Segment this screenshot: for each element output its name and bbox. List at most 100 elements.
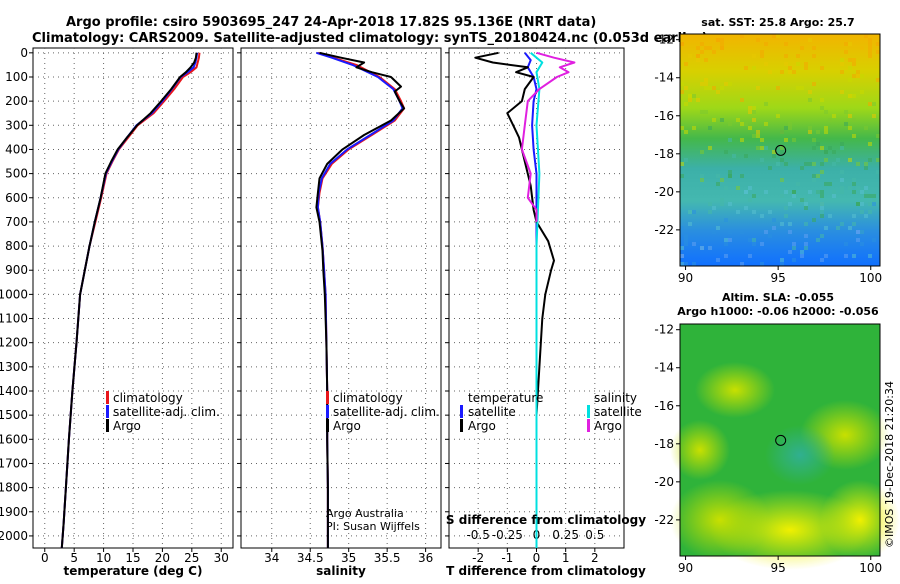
sla-map-title-line-2: Argo h1000: -0.06 h2000: -0.056 <box>677 305 879 318</box>
sst-pixel <box>788 190 792 194</box>
s-diff-tick-label: -0.5 <box>466 528 489 542</box>
sst-pixel <box>840 178 844 182</box>
sst-pixel <box>784 138 788 142</box>
sst-pixel <box>792 138 796 142</box>
series-line-climatology <box>60 52 201 548</box>
sst-pixel <box>876 78 880 82</box>
s-diff-tick-label: -0.25 <box>492 528 523 542</box>
sst-pixel <box>752 66 756 70</box>
sst-pixel <box>824 226 828 230</box>
sst-pixel <box>724 150 728 154</box>
map-lat-tick-label: -20 <box>654 185 674 199</box>
depth-tick-label: 0 <box>20 46 28 60</box>
sst-pixel <box>872 238 876 242</box>
sst-pixel <box>872 202 876 206</box>
sst-pixel <box>864 126 868 130</box>
sst-pixel <box>852 178 856 182</box>
legend-swatch-argo <box>326 419 329 432</box>
map-lon-tick-label: 95 <box>771 271 786 285</box>
sst-pixel <box>820 202 824 206</box>
sst-pixel <box>716 174 720 178</box>
sst-pixel <box>804 234 808 238</box>
sst-pixel <box>820 206 824 210</box>
sst-pixel <box>728 202 732 206</box>
sst-pixel <box>728 174 732 178</box>
legend-label-s-satellite: satellite <box>594 405 642 419</box>
map-lat-tick-label: -18 <box>654 147 674 161</box>
sst-pixel <box>764 102 768 106</box>
sst-pixel <box>784 42 788 46</box>
sst-pixel <box>720 86 724 90</box>
sst-pixel <box>680 42 684 46</box>
sst-pixel <box>684 158 688 162</box>
sst-pixel <box>860 230 864 234</box>
sst-pixel <box>844 122 848 126</box>
sst-pixel <box>704 78 708 82</box>
x-tick-label: 20 <box>155 551 170 565</box>
sst-pixel <box>840 222 844 226</box>
x-tick-label: 10 <box>96 551 111 565</box>
salinity-difference-axis-label: S difference from climatology <box>446 513 646 527</box>
sst-pixel <box>764 42 768 46</box>
sst-pixel <box>680 254 684 258</box>
sst-pixel <box>856 202 860 206</box>
sst-pixel <box>820 162 824 166</box>
sst-pixel <box>816 238 820 242</box>
map-lon-tick-label: 90 <box>678 271 693 285</box>
sst-pixel <box>752 210 756 214</box>
sst-pixel <box>828 182 832 186</box>
sst-pixel <box>684 242 688 246</box>
temperature-legend: climatology satellite-adj. clim. Argo <box>106 391 220 433</box>
depth-tick-label: 1200 <box>0 336 28 350</box>
sst-pixel <box>712 50 716 54</box>
sst-pixel <box>720 42 724 46</box>
sst-pixel <box>780 262 784 266</box>
sst-pixel <box>804 198 808 202</box>
sst-pixel <box>708 46 712 50</box>
series-line-argo <box>474 51 555 548</box>
depth-tick-label: 1400 <box>0 384 28 398</box>
sst-pixel <box>808 90 812 94</box>
sst-pixel <box>868 158 872 162</box>
sst-pixel <box>704 46 708 50</box>
sst-pixel <box>864 194 868 198</box>
sst-pixel <box>840 142 844 146</box>
temperature-difference-axis-label: T difference from climatology <box>446 564 646 578</box>
sst-pixel <box>760 262 764 266</box>
sst-pixel <box>708 202 712 206</box>
sst-pixel <box>720 38 724 42</box>
sst-pixel <box>876 170 880 174</box>
sst-pixel <box>772 218 776 222</box>
depth-axis-ticks: 0 100 200 300 400 500 600 700 800 900 1000 1100 1200… <box>0 46 28 543</box>
sst-pixel <box>876 134 880 138</box>
x-tick-label: -2 <box>472 551 484 565</box>
sst-pixel <box>736 210 740 214</box>
sst-pixel <box>832 150 836 154</box>
sst-pixel <box>728 238 732 242</box>
sst-pixel <box>752 194 756 198</box>
sst-map-title: sat. SST: 25.8 Argo: 25.7 <box>701 16 854 29</box>
sst-pixel <box>748 254 752 258</box>
sst-pixel <box>824 182 828 186</box>
sst-pixel <box>868 202 872 206</box>
sst-pixel <box>796 62 800 66</box>
depth-tick-label: 100 <box>5 70 28 84</box>
sst-pixel <box>684 102 688 106</box>
sst-pixel <box>848 114 852 118</box>
sst-pixel <box>728 230 732 234</box>
sst-pixel <box>784 162 788 166</box>
sst-pixel <box>680 174 684 178</box>
sst-pixel <box>856 162 860 166</box>
sst-pixel <box>724 218 728 222</box>
sst-pixel <box>852 190 856 194</box>
sst-pixel <box>824 126 828 130</box>
sst-pixel <box>860 202 864 206</box>
sst-pixel <box>748 106 752 110</box>
sst-pixel <box>844 50 848 54</box>
depth-tick-label: 1600 <box>0 432 28 446</box>
sst-pixel <box>820 194 824 198</box>
sst-pixel <box>684 62 688 66</box>
sst-pixel <box>804 66 808 70</box>
sst-pixel <box>808 126 812 130</box>
sst-pixel <box>732 154 736 158</box>
